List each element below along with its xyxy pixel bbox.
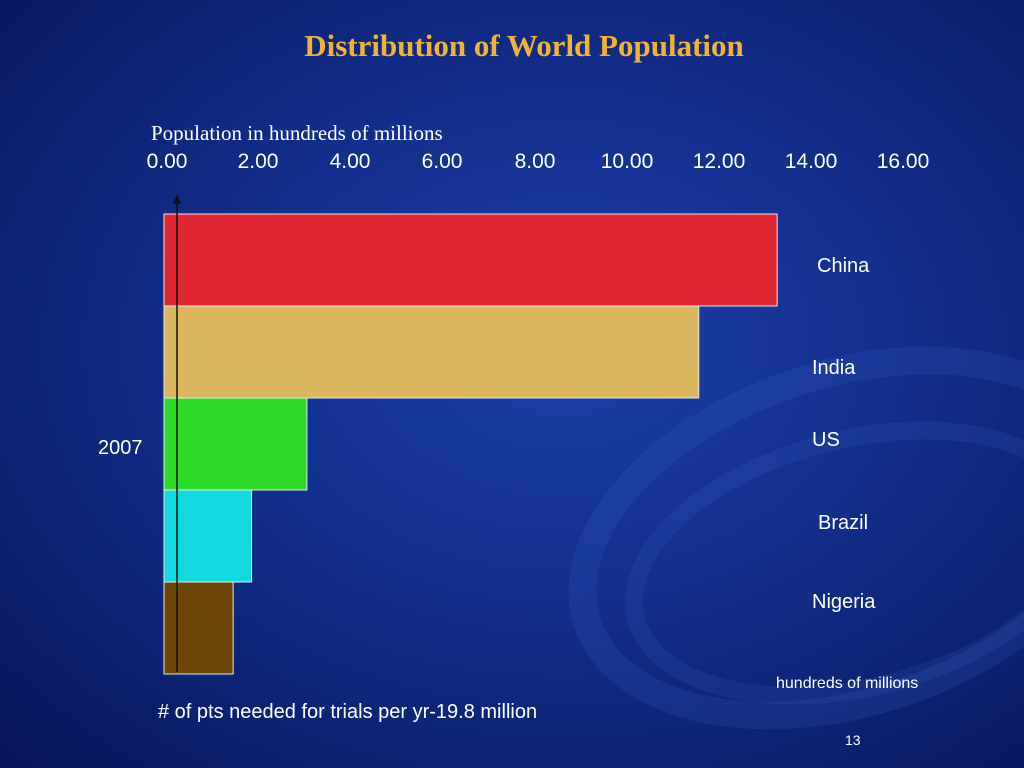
x-tick-label: 8.00 [515, 150, 556, 173]
category-label-brazil: Brazil [818, 512, 868, 534]
trial-note: # of pts needed for trials per yr-19.8 m… [158, 701, 537, 723]
x-tick-label: 0.00 [147, 150, 188, 173]
category-label-india: India [812, 357, 856, 379]
slide-title: Distribution of World Population [304, 28, 744, 63]
category-label-nigeria: Nigeria [812, 591, 876, 613]
x-tick-label: 6.00 [422, 150, 463, 173]
x-tick-label: 10.00 [601, 150, 654, 173]
bar-us [163, 397, 308, 491]
axis-arrowhead [173, 194, 181, 204]
bars [163, 213, 778, 675]
category-label-us: US [812, 429, 840, 451]
bar-china [163, 213, 778, 307]
category-label-china: China [817, 255, 870, 277]
category-labels: China India US Brazil Nigeria [812, 255, 876, 613]
top-axis-title: Population in hundreds of millions [151, 121, 443, 145]
bar-india [163, 305, 700, 399]
x-tick-label: 4.00 [330, 150, 371, 173]
x-axis-ticks: 0.00 2.00 4.00 6.00 8.00 10.00 12.00 14.00 16.00 [147, 150, 930, 173]
x-tick-label: 16.00 [877, 150, 930, 173]
bar-brazil [163, 489, 253, 583]
page-number: 13 [845, 732, 861, 748]
x-tick-label: 12.00 [693, 150, 746, 173]
unit-label: hundreds of millions [776, 675, 918, 692]
year-label: 2007 [98, 437, 143, 459]
x-tick-label: 14.00 [785, 150, 838, 173]
x-tick-label: 2.00 [238, 150, 279, 173]
bar-nigeria [163, 581, 234, 675]
